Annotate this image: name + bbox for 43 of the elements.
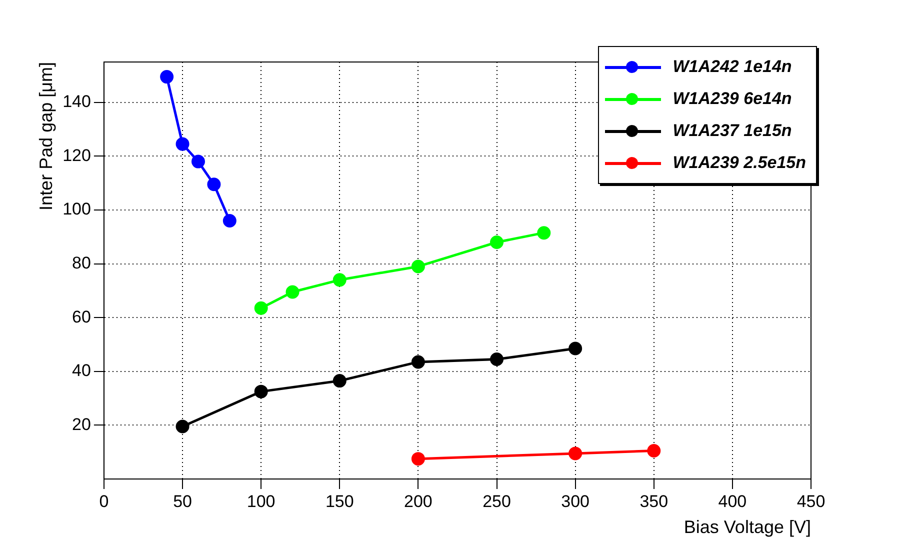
point (411, 452, 425, 466)
legend-label: W1A239 6e14n (672, 89, 792, 109)
x-tick-label: 150 (325, 492, 354, 511)
point (176, 137, 190, 151)
point (647, 444, 661, 458)
point (490, 352, 504, 366)
point (332, 374, 346, 388)
legend-label: W1A237 1e15n (672, 121, 792, 141)
y-tick-label: 60 (72, 307, 91, 326)
x-axis-title: Bias Voltage [V] (684, 517, 811, 538)
x-tick-label: 250 (482, 492, 511, 511)
point (207, 178, 221, 192)
point (490, 236, 504, 249)
x-tick-label: 400 (718, 492, 747, 511)
point (160, 70, 174, 84)
x-tick-label: 0 (99, 492, 109, 511)
point (254, 301, 268, 315)
point (568, 446, 582, 460)
y-tick-label: 140 (62, 92, 91, 112)
point (222, 214, 236, 228)
x-tick-label: 350 (640, 492, 668, 511)
y-tick-label: 20 (72, 414, 91, 434)
y-tick-label: 120 (62, 146, 91, 165)
legend-label: W1A242 1e14n (672, 57, 792, 77)
point (254, 384, 268, 398)
x-tick-label: 300 (561, 492, 590, 511)
legend-label: W1A239 2.5e15n (672, 153, 806, 173)
x-tick-label: 100 (246, 492, 276, 511)
y-tick-label: 80 (72, 253, 91, 272)
point (176, 420, 190, 434)
x-tick-label: 50 (173, 492, 192, 511)
point (411, 355, 425, 369)
x-tick-label: 450 (796, 492, 826, 511)
point (332, 273, 346, 287)
y-axis-title: Inter Pad gap [μm] (36, 62, 56, 210)
point (568, 342, 582, 356)
y-tick-label: 40 (72, 361, 91, 380)
point (286, 285, 300, 299)
x-tick-label: 200 (404, 492, 432, 511)
point (537, 226, 551, 240)
point (411, 260, 425, 274)
y-tick-label: 100 (62, 200, 91, 219)
point (191, 154, 205, 168)
